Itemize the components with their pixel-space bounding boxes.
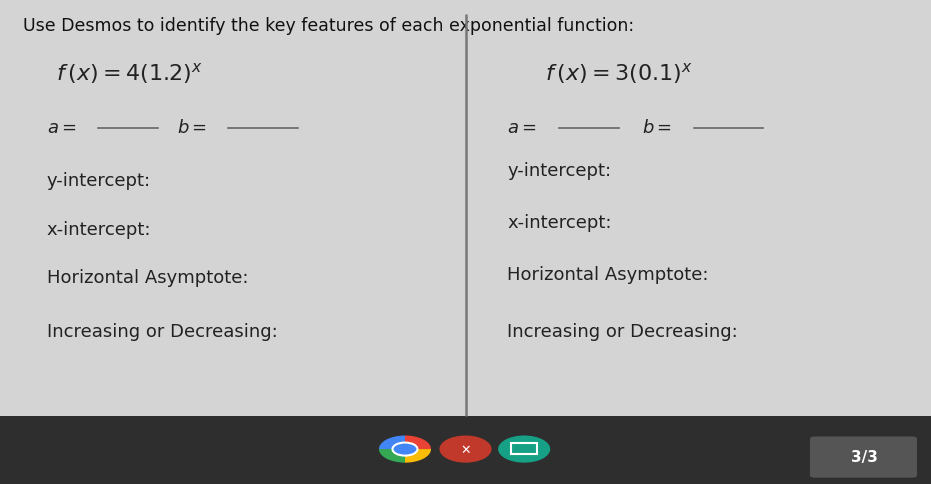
Text: Horizontal Asymptote:: Horizontal Asymptote: [47, 269, 248, 287]
Circle shape [439, 436, 492, 463]
Bar [0, 416, 931, 484]
Text: Use Desmos to identify the key features of each exponential function:: Use Desmos to identify the key features … [23, 17, 634, 35]
Text: ✕: ✕ [460, 443, 471, 455]
Text: $\mathit{f}\,(x) = 4(1.2)^x$: $\mathit{f}\,(x) = 4(1.2)^x$ [56, 60, 202, 86]
Text: $a =$: $a =$ [47, 119, 76, 136]
Text: y-intercept:: y-intercept: [47, 172, 151, 190]
Text: Increasing or Decreasing:: Increasing or Decreasing: [47, 322, 277, 340]
Text: y-intercept:: y-intercept: [507, 162, 612, 180]
Text: $\mathit{f}\,(x) = 3(0.1)^x$: $\mathit{f}\,(x) = 3(0.1)^x$ [545, 60, 693, 86]
Text: x-intercept:: x-intercept: [507, 214, 612, 232]
Text: Increasing or Decreasing:: Increasing or Decreasing: [507, 322, 738, 340]
Bar [511, 443, 537, 454]
Text: x-intercept:: x-intercept: [47, 220, 151, 238]
Wedge shape [379, 449, 405, 463]
Text: $a =$: $a =$ [507, 119, 537, 136]
Wedge shape [405, 449, 431, 463]
Wedge shape [405, 436, 431, 449]
Text: $b =$: $b =$ [177, 119, 207, 136]
Bar [0, 0, 931, 416]
Circle shape [498, 436, 550, 463]
Text: $b =$: $b =$ [642, 119, 672, 136]
FancyBboxPatch shape [810, 437, 917, 478]
Text: Horizontal Asymptote:: Horizontal Asymptote: [507, 265, 708, 283]
Text: 3/3: 3/3 [851, 449, 877, 464]
Wedge shape [379, 436, 405, 449]
Circle shape [393, 443, 417, 455]
